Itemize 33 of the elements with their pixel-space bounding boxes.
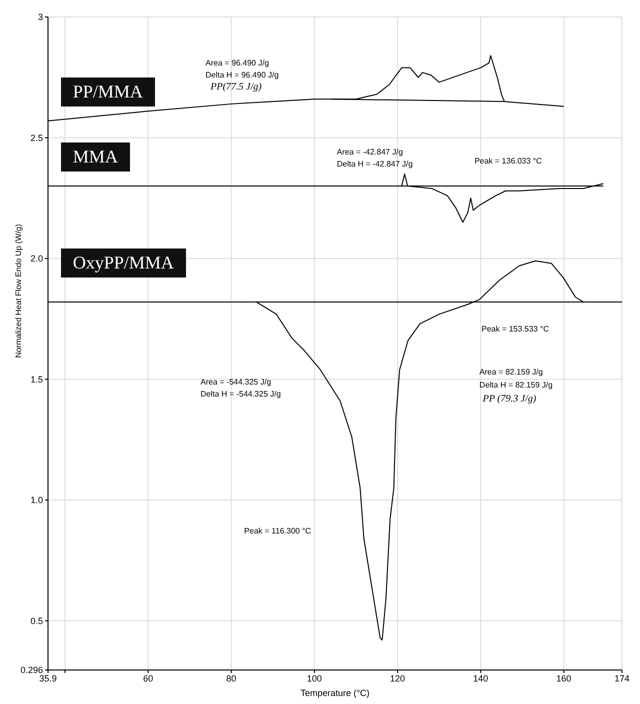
y-tick-label: 0.296: [20, 665, 43, 676]
annotation: Area = 82.159 J/g: [479, 367, 543, 376]
x-tick-label: 140: [473, 673, 488, 684]
series-label: MMA: [60, 142, 130, 172]
x-axis-title: Temperature (°C): [300, 688, 370, 698]
annotation: Area = 96.490 J/g: [206, 58, 269, 68]
annotation: Peak = 153.533 °C: [482, 324, 549, 334]
x-tick-label: 160: [556, 673, 572, 684]
y-tick-label: 0.5: [30, 616, 43, 626]
annotation: PP (79.3 J/g): [482, 393, 536, 404]
y-axis-title: Normalized Heat Flow Endo Up (W/g): [14, 224, 24, 358]
annotation: Delta H = -42.847 J/g: [336, 160, 413, 169]
y-tick-label: 1.5: [30, 374, 43, 384]
annotation: Delta H = -544.325 J/g: [200, 389, 281, 398]
y-tick-label: 1.0: [30, 495, 43, 506]
x-tick-label: 35.9: [39, 673, 57, 684]
x-tick-label: 174: [614, 673, 630, 684]
annotation: PP(77.5 J/g): [210, 82, 262, 93]
series-label: PP/MMA: [60, 77, 155, 106]
x-tick-label: 120: [390, 673, 406, 684]
y-tick-label: 2.5: [30, 132, 43, 143]
x-tick-label: 60: [143, 673, 154, 684]
annotation: Delta H = 96.490 J/g: [206, 70, 279, 80]
y-tick-label: 2.0: [30, 254, 43, 264]
x-tick-label: 80: [226, 673, 236, 684]
annotation: Area = -544.325 J/g: [200, 377, 272, 386]
annotation: Peak = 116.300 °C: [244, 526, 312, 536]
annotation: Area = -42.847 J/g: [336, 148, 403, 157]
y-tick-label: 3: [38, 12, 43, 22]
annotation: Peak = 136.033 °C: [474, 156, 542, 166]
x-tick-label: 100: [306, 673, 322, 684]
legend-label: OxyPP/MMA: [60, 248, 186, 278]
annotation: Delta H = 82.159 J/g: [479, 380, 553, 390]
